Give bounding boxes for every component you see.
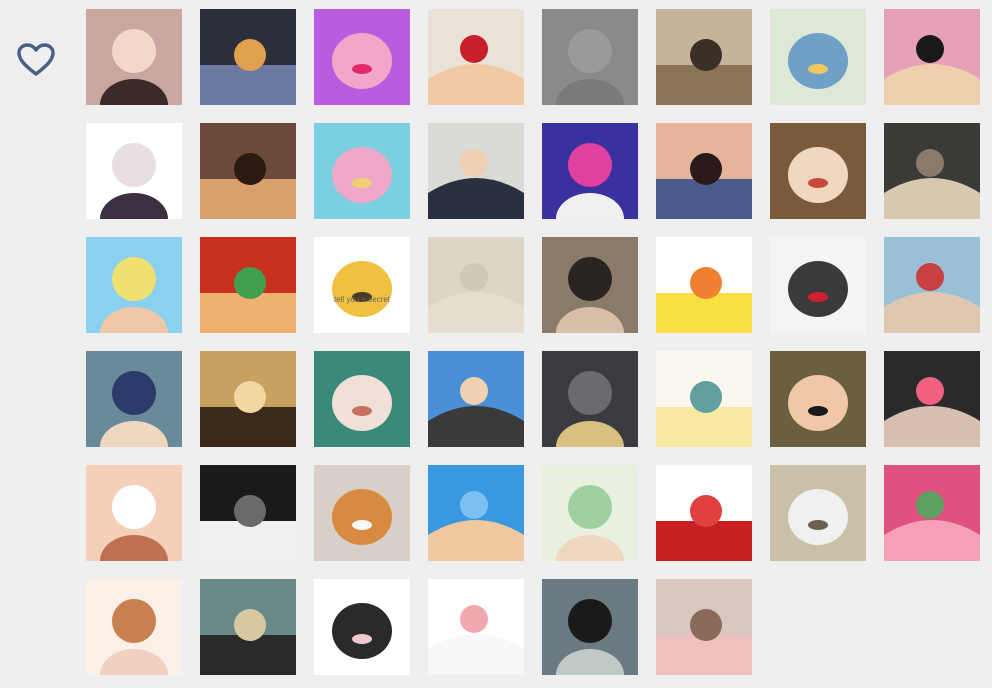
- thumbnail-image: [656, 123, 752, 219]
- thumbnail-image: [542, 579, 638, 675]
- thumbnail-hand-heart-sky[interactable]: [428, 465, 524, 561]
- thumbnail-sleeping-tabby-cat[interactable]: [656, 9, 752, 105]
- thumbnail-image: [656, 465, 752, 561]
- thumbnail-anime-girl-green-hair[interactable]: [542, 465, 638, 561]
- thumbnail-image: [200, 351, 296, 447]
- thumbnail-image: [86, 237, 182, 333]
- thumbnail-image: [86, 9, 182, 105]
- thumbnail-image: [314, 579, 410, 675]
- thumbnail-fairy-tail-logo[interactable]: [656, 465, 752, 561]
- thumbnail-image: [200, 579, 296, 675]
- thumbnail-image: [86, 123, 182, 219]
- thumbnail-gray-cat-closeup[interactable]: [542, 351, 638, 447]
- thumbnail-image: [314, 465, 410, 561]
- thumbnail-pink-pig-sunglasses[interactable]: [314, 9, 410, 105]
- thumbnail-image: [542, 465, 638, 561]
- thumbnail-image: [314, 123, 410, 219]
- thumbnail-image: [86, 351, 182, 447]
- thumbnail-image: [656, 579, 752, 675]
- thumbnail-image: [428, 237, 524, 333]
- thumbnail-caption: tell you a secret: [333, 295, 391, 304]
- thumbnail-chick-drinking-sticker[interactable]: [656, 351, 752, 447]
- thumbnail-anime-girl-blue-hair[interactable]: [86, 351, 182, 447]
- thumbnail-white-cat-cartoon[interactable]: [428, 579, 524, 675]
- thumbnail-image: [428, 351, 524, 447]
- thumbnail-image: [884, 351, 980, 447]
- thumbnail-piglet-in-hands[interactable]: [656, 579, 752, 675]
- thumbnail-image: [86, 579, 182, 675]
- thumbnail-image: [884, 237, 980, 333]
- thumbnail-image: [542, 9, 638, 105]
- favorite-heart-icon[interactable]: [16, 42, 56, 78]
- thumbnail-image: [770, 9, 866, 105]
- thumbnail-boy-sunglasses-city[interactable]: [428, 351, 524, 447]
- thumbnail-girl-glasses-selfie[interactable]: [86, 9, 182, 105]
- thumbnail-husky-dog[interactable]: [200, 465, 296, 561]
- thumbnail-image: [314, 351, 410, 447]
- thumbnail-girl-blue-coat[interactable]: [656, 123, 752, 219]
- thumbnail-girl-with-cony-bear[interactable]: [314, 351, 410, 447]
- thumbnail-bob-hair-funny-face[interactable]: [884, 9, 980, 105]
- thumbnail-cartoon-boy-blue-hat[interactable]: [86, 237, 182, 333]
- thumbnail-black-cat-red-scarf[interactable]: [770, 237, 866, 333]
- thumbnail-image: [542, 123, 638, 219]
- thumbnail-image: [542, 237, 638, 333]
- thumbnail-gray-blank[interactable]: [542, 9, 638, 105]
- thumbnail-girl-cafe-bar[interactable]: [884, 123, 980, 219]
- thumbnail-image: [656, 9, 752, 105]
- thumbnail-night-street-mural[interactable]: [200, 9, 296, 105]
- thumbnail-silhouette-sea[interactable]: [542, 579, 638, 675]
- thumbnail-hamster-sticker[interactable]: [86, 465, 182, 561]
- thumbnail-image: [200, 123, 296, 219]
- thumbnail-stage-pink-couple[interactable]: [542, 123, 638, 219]
- thumbnail-anime-boy-peace-sign[interactable]: [428, 9, 524, 105]
- thumbnail-beige-blank[interactable]: [428, 237, 524, 333]
- thumbnail-image: [656, 351, 752, 447]
- thumbnail-bunny-ear-girl[interactable]: [314, 579, 410, 675]
- thumbnail-girl-park-path[interactable]: [200, 579, 296, 675]
- thumbnail-puppy-covering-face[interactable]: [200, 123, 296, 219]
- thumbnail-image: [884, 123, 980, 219]
- thumbnail-image: [542, 351, 638, 447]
- thumbnail-yellow-duck-sticker[interactable]: [656, 237, 752, 333]
- thumbnail-image: [200, 9, 296, 105]
- thumbnail-couple-illustration-bike[interactable]: [770, 9, 866, 105]
- thumbnail-angry-redhead-anime[interactable]: [200, 237, 296, 333]
- thumbnail-two-kids[interactable]: [770, 123, 866, 219]
- thumbnail-image: [86, 465, 182, 561]
- thumbnail-chibi-girl-brown-hair[interactable]: [86, 579, 182, 675]
- thumbnail-image: [200, 237, 296, 333]
- thumbnail-image: [428, 579, 524, 675]
- thumbnail-image: [884, 9, 980, 105]
- thumbnail-image: [200, 465, 296, 561]
- thumbnail-image: [770, 123, 866, 219]
- thumbnail-anime-girl-pink-chair[interactable]: [314, 123, 410, 219]
- thumbnail-image: [770, 351, 866, 447]
- thumbnail-image: [428, 123, 524, 219]
- thumbnail-girl-sunset-beach[interactable]: [200, 351, 296, 447]
- thumbnail-image: [428, 9, 524, 105]
- thumbnail-image: [656, 237, 752, 333]
- thumbnail-image: [884, 465, 980, 561]
- thumbnail-man-in-suit-speaking[interactable]: [428, 123, 524, 219]
- thumbnail-image: [770, 237, 866, 333]
- thumbnail-boy-black-mask[interactable]: [884, 351, 980, 447]
- image-grid: tell you a secret: [86, 9, 980, 675]
- thumbnail-image: [314, 9, 410, 105]
- thumbnail-image: [428, 465, 524, 561]
- thumbnail-pink-roses[interactable]: [884, 465, 980, 561]
- thumbnail-girl-street-cafe[interactable]: [542, 237, 638, 333]
- thumbnail-girl-curly-hair-street[interactable]: [884, 237, 980, 333]
- thumbnail-image: [314, 237, 410, 333]
- thumbnail-girl-dark-dress[interactable]: [86, 123, 182, 219]
- thumbnail-chibi-maruko[interactable]: [770, 351, 866, 447]
- thumbnail-image: [770, 465, 866, 561]
- thumbnail-tell-you-a-secret[interactable]: tell you a secret: [314, 237, 410, 333]
- thumbnail-corgi-dog[interactable]: [314, 465, 410, 561]
- thumbnail-kid-dancing-studio[interactable]: [770, 465, 866, 561]
